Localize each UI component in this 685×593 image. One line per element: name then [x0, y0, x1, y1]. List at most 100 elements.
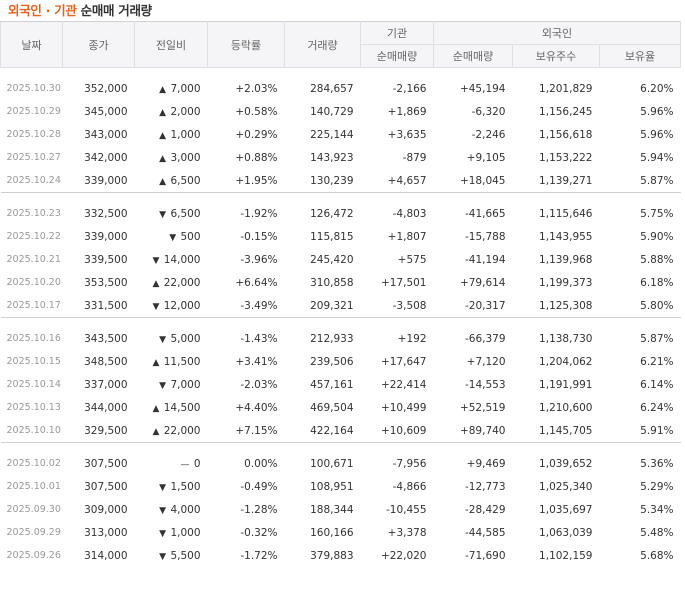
change-value: 4,000 — [170, 503, 201, 516]
cell-inst-net: +575 — [397, 253, 427, 266]
cell-foreign-net: -44,585 — [464, 526, 506, 539]
cell-close: 345,000 — [84, 105, 128, 118]
cell-rate: +7.15% — [235, 424, 278, 437]
cell-date: 2025.10.29 — [6, 106, 61, 117]
spacer-cell — [1, 193, 681, 202]
up-triangle-icon: ▲ — [159, 84, 167, 95]
cell-inst-net: -2,166 — [392, 82, 427, 95]
cell-date: 2025.10.02 — [6, 458, 61, 469]
cell-holdings: 1,201,829 — [539, 82, 593, 95]
cell-foreign-net: -14,553 — [464, 378, 506, 391]
cell-change: ▼ 1,000 — [135, 521, 208, 544]
cell-change: ▲ 14,500 — [135, 396, 208, 419]
down-triangle-icon: ▼ — [159, 334, 167, 345]
cell-ratio: 5.68% — [640, 549, 674, 562]
cell-inst-net: +17,647 — [380, 355, 427, 368]
separator-line — [0, 442, 681, 443]
cell-foreign-net: -71,690 — [464, 549, 506, 562]
cell-close: 342,000 — [84, 151, 128, 164]
cell-inst-net: -3,508 — [392, 299, 427, 312]
cell-ratio: 5.94% — [640, 151, 674, 164]
cell-holdings: 1,156,245 — [539, 105, 593, 118]
title-separator: · — [41, 3, 55, 18]
header-close: 종가 — [62, 21, 135, 68]
cell-inst-net: -879 — [402, 151, 427, 164]
cell-change: ▲ 22,000 — [135, 419, 208, 443]
group-spacer — [1, 443, 681, 452]
change-value: 12,000 — [163, 299, 201, 312]
cell-date: 2025.10.17 — [6, 300, 61, 311]
trading-table: 날짜 종가 전일비 등락률 거래량 기관 외국인 순매매량 순매매량 보유주수 … — [0, 21, 682, 567]
cell-rate: +0.88% — [235, 151, 278, 164]
cell-foreign-net: +45,194 — [459, 82, 506, 95]
cell-change: ▲ 2,000 — [135, 100, 208, 123]
up-triangle-icon: ▲ — [152, 403, 160, 414]
cell-foreign-net: +89,740 — [459, 424, 506, 437]
cell-volume: 143,923 — [310, 151, 354, 164]
cell-date: 2025.10.24 — [6, 175, 61, 186]
cell-foreign-net: -6,320 — [471, 105, 506, 118]
cell-volume: 422,164 — [310, 424, 354, 437]
cell-change: ▼ 6,500 — [135, 202, 208, 225]
group-spacer — [1, 193, 681, 202]
change-value: 22,000 — [163, 276, 201, 289]
cell-inst-net: -4,866 — [392, 480, 427, 493]
cell-volume: 209,321 — [310, 299, 354, 312]
cell-foreign-net: -20,317 — [464, 299, 506, 312]
cell-volume: 126,472 — [310, 207, 354, 220]
table-row: 2025.09.29 313,000 ▼ 1,000 -0.32% 160,166 +3,… — [1, 521, 681, 544]
cell-inst-net: +3,378 — [387, 526, 427, 539]
cell-date: 2025.10.21 — [6, 254, 61, 265]
change-value: 7,000 — [170, 82, 201, 95]
cell-volume: 245,420 — [310, 253, 354, 266]
up-triangle-icon: ▲ — [159, 107, 167, 118]
cell-volume: 108,951 — [310, 480, 354, 493]
cell-holdings: 1,153,222 — [539, 151, 593, 164]
cell-ratio: 5.75% — [640, 207, 674, 220]
cell-volume: 160,166 — [310, 526, 354, 539]
header-row-1: 날짜 종가 전일비 등락률 거래량 기관 외국인 — [0, 21, 682, 68]
cell-foreign-net: -66,379 — [464, 332, 506, 345]
cell-volume: 469,504 — [310, 401, 354, 414]
up-triangle-icon: ▲ — [159, 176, 167, 187]
header-rate: 등락률 — [207, 21, 285, 68]
change-value: 1,000 — [170, 526, 201, 539]
cell-date: 2025.10.30 — [6, 83, 61, 94]
change-value: 6,500 — [170, 174, 201, 187]
cell-foreign-net: +18,045 — [459, 174, 506, 187]
cell-date: 2025.10.28 — [6, 129, 61, 140]
cell-inst-net: -4,803 — [392, 207, 427, 220]
cell-volume: 100,671 — [310, 457, 354, 470]
cell-date: 2025.10.20 — [6, 277, 61, 288]
cell-date: 2025.10.22 — [6, 231, 61, 242]
table-row: 2025.10.10 329,500 ▲ 22,000 +7.15% 422,164 +1… — [1, 419, 681, 443]
change-value: 500 — [180, 230, 201, 243]
cell-ratio: 5.87% — [640, 174, 674, 187]
cell-change: ▲ 1,000 — [135, 123, 208, 146]
cell-volume: 140,729 — [310, 105, 354, 118]
cell-date: 2025.10.13 — [6, 402, 61, 413]
cell-inst-net: +10,609 — [380, 424, 427, 437]
table-row: 2025.10.21 339,500 ▼ 14,000 -3.96% 245,420 +5… — [1, 248, 681, 271]
change-value: 22,000 — [163, 424, 201, 437]
cell-close: 329,500 — [84, 424, 128, 437]
table-row: 2025.10.23 332,500 ▼ 6,500 -1.92% 126,472 -4,… — [1, 202, 681, 225]
cell-rate: -1.43% — [240, 332, 278, 345]
cell-inst-net: +3,635 — [387, 128, 427, 141]
separator-line — [0, 317, 681, 318]
cell-holdings: 1,145,705 — [539, 424, 593, 437]
cell-holdings: 1,143,955 — [539, 230, 593, 243]
cell-foreign-net: -2,246 — [471, 128, 506, 141]
change-value: 5,000 — [170, 332, 201, 345]
header-date: 날짜 — [0, 21, 63, 68]
down-triangle-icon: ▼ — [159, 551, 167, 562]
group-separator — [0, 317, 681, 318]
cell-date: 2025.09.26 — [6, 550, 61, 561]
cell-close: 307,500 — [84, 457, 128, 470]
cell-date: 2025.09.30 — [6, 504, 61, 515]
cell-volume: 130,239 — [310, 174, 354, 187]
title-institution: 기관 — [54, 3, 77, 18]
header-inst-net: 순매매량 — [360, 44, 434, 68]
cell-volume: 457,161 — [310, 378, 354, 391]
